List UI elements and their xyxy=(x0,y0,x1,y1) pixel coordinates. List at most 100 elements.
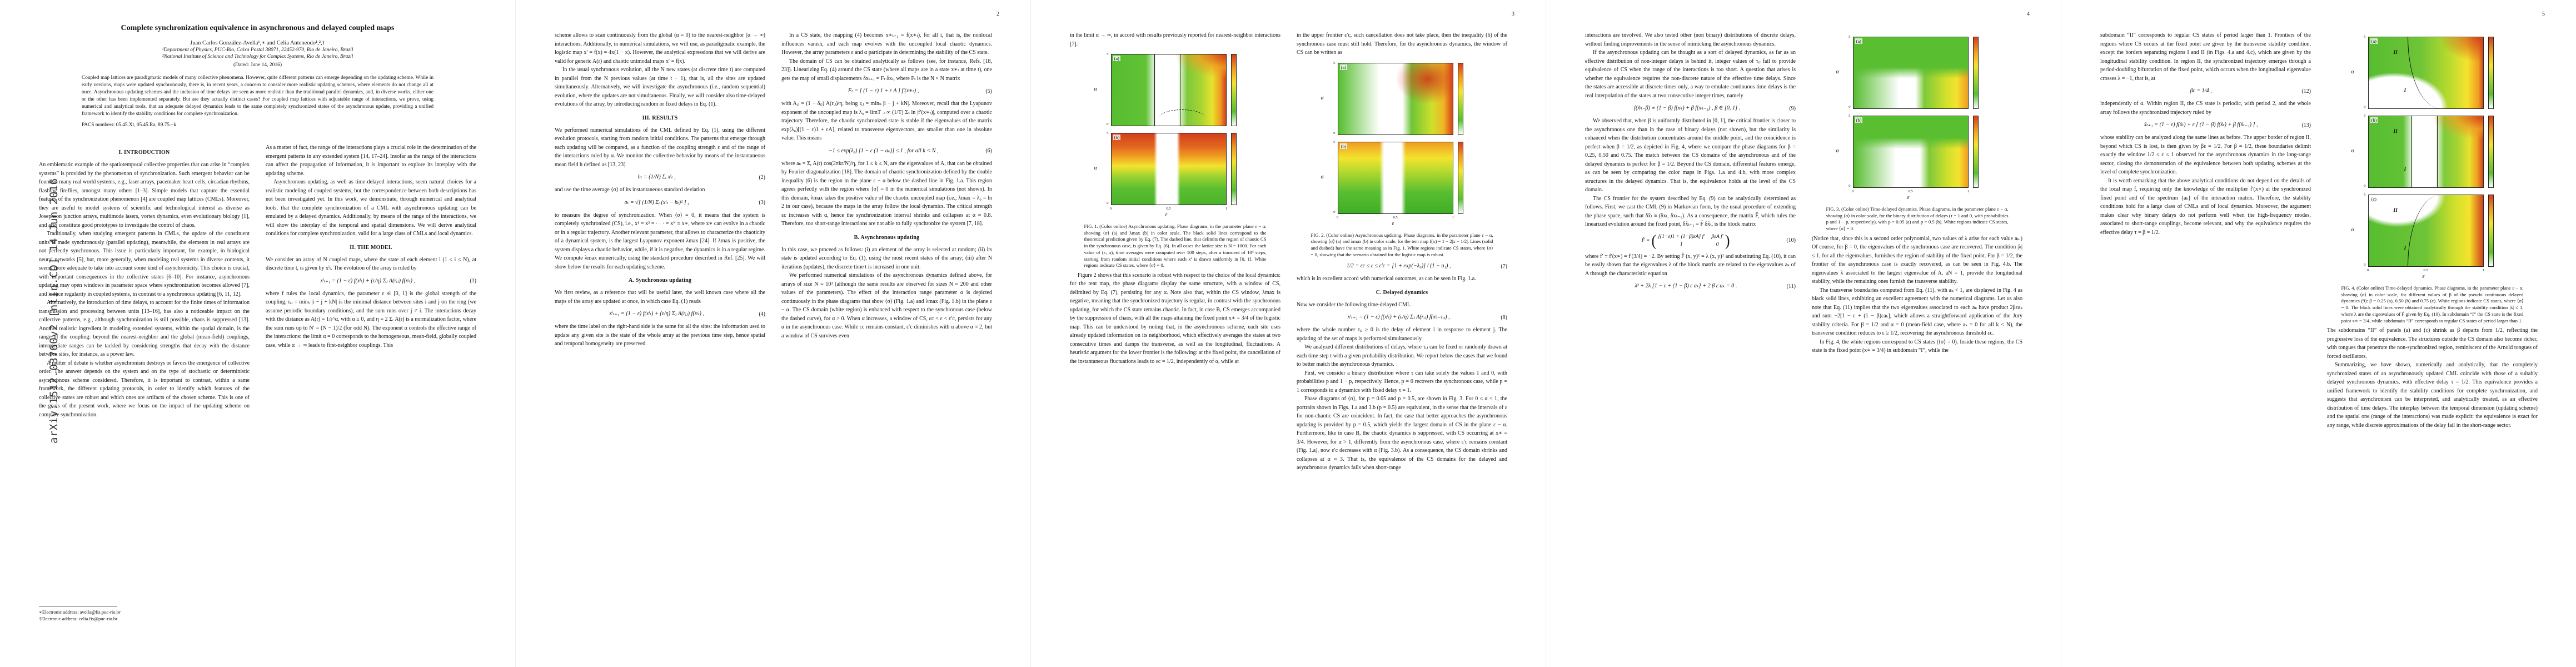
page-2: 2 scheme allows to scan continuously fro… xyxy=(515,0,1030,667)
body-paragraph: We observed that, when β is uniformly di… xyxy=(1585,118,1796,193)
two-column-body: subdomain “II” corresponds to regular CS… xyxy=(2100,31,2538,430)
body-paragraph: subdomain “II” corresponds to regular CS… xyxy=(2100,32,2311,82)
body-paragraph: Alternatively, the introduction of time … xyxy=(39,300,250,357)
figure-4: (a) α 5 0 I II (b) α 5 0 xyxy=(2338,34,2527,324)
equation-number: (7) xyxy=(1501,263,1507,270)
body-paragraph: A matter of debate is whether asynchroni… xyxy=(39,360,250,418)
figure-1-panel-a: (a) α 5 0 xyxy=(1089,52,1262,131)
equation-5: Fₜ = [ (1 − ε) 1 + ε A ] f′(x∗ₜ) , (5) xyxy=(781,87,992,95)
matrix-open-paren: ( xyxy=(1651,231,1657,249)
y-tick-label: 0 xyxy=(1848,184,1851,188)
equation-1: xⁱₜ₊₁ = (1 − ε) f(xⁱₜ) + (ε/η) Σⱼ A(rᵢⱼ)… xyxy=(266,277,476,285)
region-label-I: I xyxy=(2404,88,2406,93)
two-column-body: interactions are involved. We also teste… xyxy=(1585,31,2022,355)
column-right: (a) α 5 0 (b) α 5 0 0 xyxy=(1812,31,2022,355)
heatmap-sigma-beta-05 xyxy=(2368,116,2484,188)
matrix-cell: βεA f′ xyxy=(1711,233,1723,240)
two-column-body: I. INTRODUCTION An emblematic example of… xyxy=(39,143,476,419)
x-tick-label: 0.5 xyxy=(1166,207,1171,211)
body-paragraph: to measure the degree of synchronization… xyxy=(555,212,765,270)
block-matrix: [(1−ε)1 + (1−β)εA] f′ βεA f′ 1 0 xyxy=(1658,233,1723,247)
x-tick-label: 1 xyxy=(2482,268,2485,272)
y-axis-label: α xyxy=(2351,227,2354,233)
paper-title: Complete synchronization equivalence in … xyxy=(121,24,395,32)
figure-1-caption: FIG. 1. (Color online) Asynchronous upda… xyxy=(1084,223,1267,268)
equation-body: F̂ = ( [(1−ε)1 + (1−β)εA] f′ βεA f′ 1 0 … xyxy=(1585,231,1786,249)
x-tick-label: 0.5 xyxy=(1393,215,1398,220)
y-tick-label: 5 xyxy=(1107,131,1109,135)
page-number: 3 xyxy=(1512,11,1514,17)
y-tick-label: 0 xyxy=(1107,201,1109,205)
equation-4: xⁱₜ₊₁ = (1 − ε) f(xⁱₜ) + (ε/η) Σⱼ A(rᵢⱼ)… xyxy=(555,310,765,318)
column-right: in the upper frontier ε′c, such cancella… xyxy=(1297,31,1507,472)
equation-number: (9) xyxy=(1789,105,1796,112)
abstract: Coupled map lattices are paradigmatic mo… xyxy=(82,75,434,117)
equation-3: σₜ = √[ (1/N) Σᵢ (xⁱₜ − hₜ)² ] , (3) xyxy=(555,199,765,207)
region-label-II: II xyxy=(2393,129,2398,135)
body-paragraph: We consider an array of N coupled maps, … xyxy=(266,256,476,272)
x-tick-label: 0.5 xyxy=(1908,190,1913,193)
body-paragraph: The subdomains “II” of panels (a) and (c… xyxy=(2327,327,2538,360)
y-tick-label: 0 xyxy=(1333,210,1336,214)
x-tick-label: 0 xyxy=(2366,268,2369,272)
y-tick-label: 5 xyxy=(2364,193,2366,197)
y-axis-label: α xyxy=(2351,148,2354,154)
body-paragraph: Traditionally, when studying emergent pa… xyxy=(39,231,250,297)
body-paragraph: with Aᵢⱼ = (1 − δᵢⱼ) A(rᵢⱼ)/η, being rᵢⱼ… xyxy=(781,101,992,141)
column-right: (a) α 5 0 I II (b) α 5 0 xyxy=(2327,31,2538,430)
equation-number: (1) xyxy=(470,278,476,284)
body-paragraph: where f′ ≡ f′(x∗) = f′(3/4) = −2. By set… xyxy=(1585,253,1796,277)
page-1: arXiv:1512.03760v2 [nlin.CD] 14 Jun 2016… xyxy=(0,0,515,667)
equation-11: λ² + 2λ [1 − ε + (1 − β) ε aₖ] + 2 β ε a… xyxy=(1585,282,1796,290)
body-paragraph: We performed numerical simulations of th… xyxy=(555,127,765,168)
x-tick-label: 1 xyxy=(1967,190,1970,193)
body-paragraph: In this case, we proceed as follows: (i)… xyxy=(781,246,992,270)
y-tick-label: 5 xyxy=(1333,140,1336,144)
equation-number: (2) xyxy=(759,174,765,181)
subsection-heading-asynchronous: B. Asynchronous updating xyxy=(854,234,920,241)
colorbar xyxy=(1230,54,1237,126)
page-5: 5 subdomain “II” corresponds to regular … xyxy=(2061,0,2576,667)
y-tick-label: 5 xyxy=(2364,114,2366,118)
body-paragraph: The transverse boundaries computed from … xyxy=(1812,287,2022,337)
equation-7: 1/2 = εc ≤ ε ≤ ε′c = [1 + exp(−λ₀)] / (1… xyxy=(1297,262,1507,270)
colorbar xyxy=(1972,116,1979,188)
y-axis-label: α xyxy=(1836,69,1839,75)
figure-3-caption: FIG. 3. (Color online) Time-delayed dyna… xyxy=(1826,206,2009,232)
body-paragraph: interactions are involved. We also teste… xyxy=(1585,32,1796,47)
x-axis-label: ε xyxy=(2422,273,2425,280)
body-paragraph: The domain of CS can be obtained analyti… xyxy=(781,58,992,82)
body-paragraph: scheme allows to scan continuously from … xyxy=(555,32,765,64)
equation-number: (8) xyxy=(1501,314,1507,321)
equation-2: hₜ = (1/N) Σᵢ xⁱₜ , (2) xyxy=(555,173,765,181)
body-paragraph: where the whole number τᵢⱼ ≥ 0 is the de… xyxy=(1297,327,1507,342)
matrix-cell: 1 xyxy=(1680,241,1683,247)
body-paragraph: Asynchronous updating, as well as time-d… xyxy=(266,179,476,237)
body-paragraph: Phase diagrams of ⟨σ⟩, for p = 0.05 and … xyxy=(1297,396,1507,471)
pacs-numbers: PACS numbers: 05.45.Xt, 05.45.Ra, 89.75.… xyxy=(82,122,177,128)
body-paragraph: in the upper frontier ε′c, such cancella… xyxy=(1297,32,1507,56)
footnote-block: ∗Electronic address: avella@fis.puc-rio.… xyxy=(39,606,250,622)
figure-2-panel-a: (a) α 5 0 xyxy=(1316,61,1489,140)
panel-label: (a) xyxy=(1855,38,1862,44)
subsection-heading-delayed: C. Delayed dynamics xyxy=(1376,289,1428,296)
affiliation-1: ¹Department of Physics, PUC-Rio, Caixa P… xyxy=(162,47,353,53)
figure-2-caption: FIG. 2. (Color online) Asynchronous upda… xyxy=(1311,232,1493,257)
region-label-I: I xyxy=(2404,246,2406,251)
column-left: interactions are involved. We also teste… xyxy=(1585,31,1796,355)
body-paragraph: First, we consider a binary distribution… xyxy=(1297,370,1507,394)
column-left: I. INTRODUCTION An emblematic example of… xyxy=(39,143,250,419)
authors-line: Juan Carlos González-Avella¹,∗ and Celia… xyxy=(190,40,325,46)
equation-number: (4) xyxy=(759,311,765,317)
equation-body: xⁱₜ₊₁ = (1 − ε) f(xⁱₜ) + (ε/η) Σⱼ A(rᵢⱼ)… xyxy=(1347,314,1450,321)
page-4: 4 interactions are involved. We also tes… xyxy=(1546,0,2061,667)
panel-label: (c) xyxy=(2370,196,2378,202)
colorbar xyxy=(2488,195,2494,267)
body-paragraph: where aₖ = Σᵣ A(r) cos(2πkr/N)/η, for 1 … xyxy=(781,160,992,227)
heatmap-sigma-binary-delay-p05 xyxy=(1852,116,1969,188)
equation-number: (12) xyxy=(2301,88,2311,94)
equation-body: x̃ₜ₊₁ = (1 − ε) f(x̃ₜ) + ε [ (1 − β) f(x… xyxy=(2144,122,2258,128)
figure-3-panel-b: (b) α 5 0 0 0.5 1 ε xyxy=(1831,113,2004,202)
figure-3-panel-a: (a) α 5 0 xyxy=(1831,34,2004,113)
